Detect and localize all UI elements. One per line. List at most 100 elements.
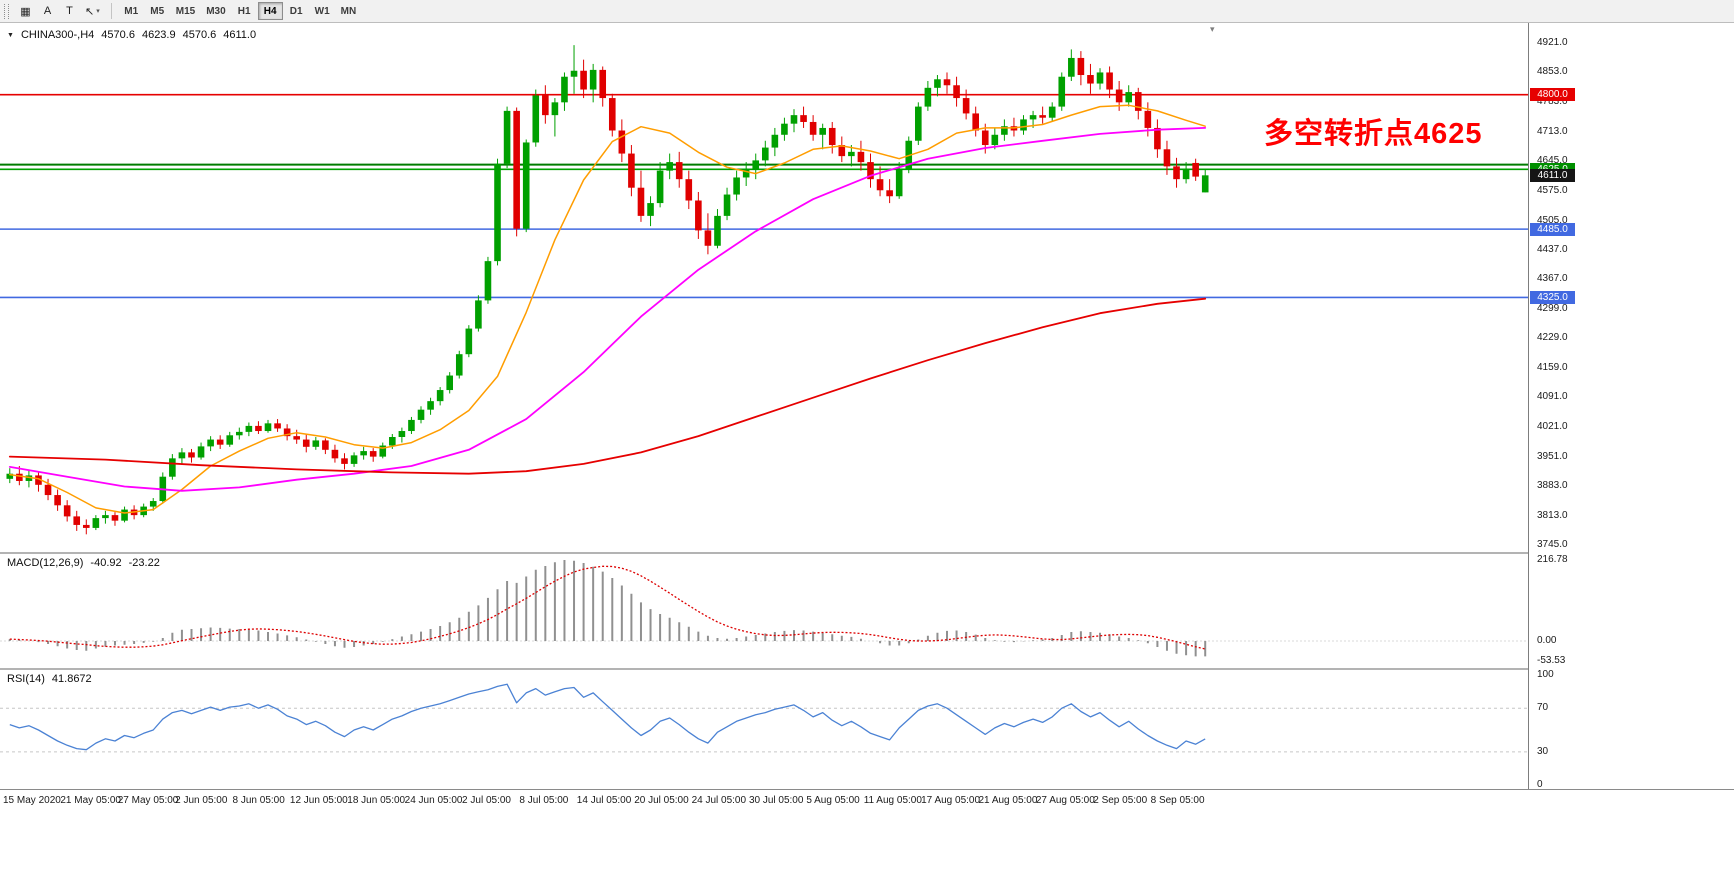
timeframe-button-m15[interactable]: M15 [171, 2, 200, 20]
candle [1020, 115, 1027, 135]
timeframe-button-m30[interactable]: M30 [201, 2, 230, 20]
candle [1182, 162, 1190, 184]
symbol-timeframe-label: CHINA300-,H4 [20, 29, 95, 41]
candle [723, 187, 731, 221]
candle [934, 75, 941, 97]
candle [92, 515, 100, 531]
timeframe-button-mn[interactable]: MN [336, 2, 362, 20]
toolbar-grip[interactable] [4, 3, 9, 19]
candle [255, 421, 262, 435]
candle [274, 419, 281, 432]
rsi-value: 41.8672 [51, 673, 92, 685]
candle [781, 117, 788, 141]
price-axis-label: 4783.0 [1537, 95, 1568, 107]
candle [685, 170, 693, 210]
macd-signal-value: -23.22 [128, 557, 160, 569]
candle [551, 98, 559, 137]
time-axis-label: 12 Jun 05:00 [289, 795, 348, 806]
dropdown-arrow-icon: ▾ [96, 8, 100, 15]
time-axis-label: 24 Jun 05:00 [404, 795, 463, 806]
time-axis-label: 15 May 2020 [3, 795, 61, 806]
text-label-button[interactable]: A [37, 2, 58, 21]
candle [398, 427, 406, 443]
candle [455, 350, 463, 379]
candle [848, 145, 855, 167]
candle [1039, 106, 1046, 124]
candle [542, 85, 549, 124]
pane-separator[interactable] [0, 552, 1734, 554]
candle [561, 72, 568, 111]
price-tag: 4800.0 [1530, 88, 1575, 102]
candle [302, 434, 310, 453]
cursor-tool-button[interactable]: ↖ ▾ [81, 2, 104, 21]
candle [1058, 72, 1066, 111]
time-axis-label: 27 May 05:00 [117, 795, 179, 806]
time-axis-label: 24 Jul 05:00 [691, 795, 747, 806]
candle [159, 472, 167, 504]
candle [895, 162, 903, 199]
candle [169, 454, 176, 480]
pane-separator[interactable] [0, 668, 1734, 670]
candle [733, 170, 740, 201]
text-box-button[interactable]: T [59, 2, 80, 21]
price-axis-label: 4229.0 [1537, 332, 1568, 344]
candle [1134, 87, 1142, 120]
timeframe-button-w1[interactable]: W1 [310, 2, 335, 20]
price-level-annotation[interactable]: 多空转折点4625 [1264, 118, 1483, 150]
candle [312, 437, 320, 450]
price-axis-label: 3883.0 [1537, 480, 1568, 492]
macd-title: MACD(12,26,9) [7, 557, 84, 569]
timeframe-button-m1[interactable]: M1 [119, 2, 144, 20]
candle [322, 438, 329, 455]
price-axis-label: 3813.0 [1537, 509, 1568, 521]
symbol-dropdown-icon[interactable]: ▼ [7, 31, 14, 39]
candle [484, 256, 492, 304]
candle [915, 102, 922, 146]
candle [226, 431, 234, 447]
price-axis-label: 4299.0 [1537, 302, 1568, 314]
candle [35, 472, 42, 492]
timeframe-button-m5[interactable]: M5 [145, 2, 170, 20]
chart-shift-marker-icon[interactable]: ▾ [1210, 24, 1215, 34]
candle [637, 170, 645, 222]
time-axis-label: 21 Aug 05:00 [978, 795, 1038, 806]
price-scale[interactable]: 4921.0 4853.0 4783.0 4713.0 4645.0 4575.0 4505… [1528, 23, 1734, 811]
timeframe-button-d1[interactable]: D1 [284, 2, 309, 20]
price-tag: 4485.0 [1530, 222, 1575, 236]
candle [1068, 49, 1075, 81]
candle [350, 452, 358, 467]
candle [475, 295, 482, 332]
time-axis-label: 18 Jun 05:00 [347, 795, 406, 806]
timeframe-button-h4[interactable]: H4 [257, 2, 283, 20]
price-axis-label: 4437.0 [1537, 243, 1568, 255]
candle [408, 416, 415, 435]
candle [991, 127, 999, 150]
candle [790, 109, 798, 133]
candle [800, 106, 807, 128]
price-chart-pane[interactable] [0, 23, 1528, 552]
macd-indicator-pane[interactable] [0, 554, 1528, 668]
candle [1096, 68, 1104, 90]
time-scale[interactable]: 15 May 2020 21 May 05:00 27 May 05:00 2 Jun… [0, 789, 1734, 811]
candle [446, 372, 454, 394]
candle [102, 510, 109, 524]
ohlc-high-value: 4623.9 [141, 29, 176, 41]
candle [771, 127, 779, 157]
candle [503, 106, 511, 169]
rsi-axis-label: 0 [1537, 778, 1543, 790]
macd-axis-label: -53.53 [1537, 655, 1566, 667]
time-axis-label: 21 May 05:00 [60, 795, 121, 806]
rsi-indicator-pane[interactable] [0, 670, 1528, 789]
toolbar-separator [110, 3, 112, 19]
timeframe-button-h1[interactable]: H1 [232, 2, 257, 20]
rsi-axis-label: 70 [1537, 702, 1549, 714]
candle [6, 468, 14, 484]
rsi-line [9, 683, 1206, 751]
time-axis-label: 2 Jul 05:00 [462, 795, 511, 806]
candle [1048, 102, 1056, 122]
new-order-grid-button[interactable]: ▦ [15, 2, 36, 21]
price-axis-label: 4853.0 [1537, 66, 1568, 78]
candle [828, 121, 836, 154]
candle [293, 429, 300, 444]
candle [666, 153, 673, 180]
